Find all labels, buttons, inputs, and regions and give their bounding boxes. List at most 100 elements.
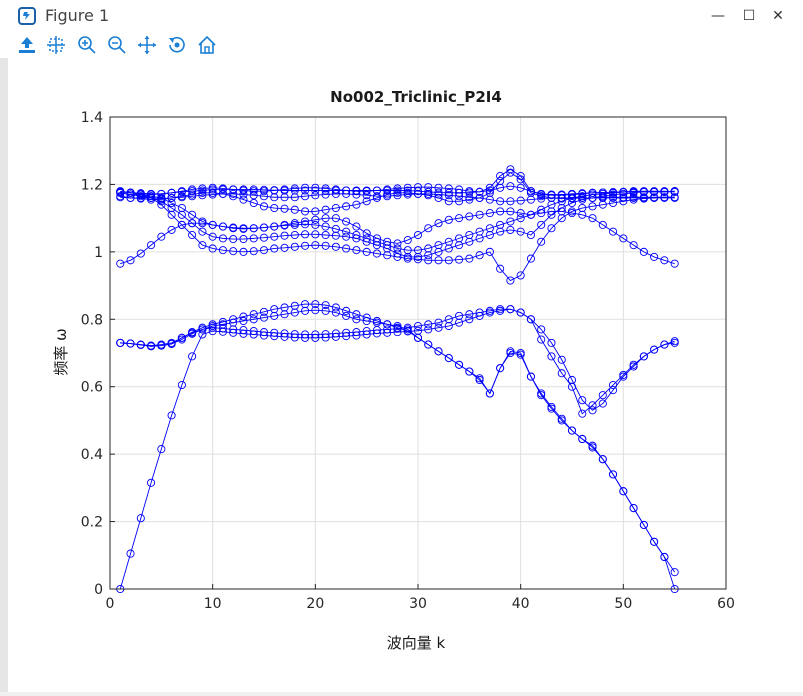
data-point (537, 220, 546, 229)
data-point (475, 251, 484, 260)
data-point (598, 193, 607, 202)
series-line-3 (120, 309, 676, 573)
data-point (249, 234, 258, 243)
data-point (424, 183, 433, 192)
data-point (650, 537, 659, 546)
data-point (455, 192, 464, 201)
minimize-button[interactable]: — (711, 8, 725, 24)
data-point (424, 320, 433, 329)
data-point (496, 220, 505, 229)
data-point (465, 254, 474, 263)
data-point (619, 193, 628, 202)
data-point (372, 249, 381, 258)
data-point (393, 252, 402, 261)
data-point (311, 333, 320, 342)
data-point (177, 203, 186, 213)
data-point (557, 214, 566, 223)
y-tick-label: 0.6 (81, 380, 103, 396)
data-point (311, 191, 320, 200)
data-point (249, 247, 258, 256)
data-cursor-icon[interactable] (45, 34, 67, 56)
zoom-out-icon[interactable] (106, 34, 128, 56)
data-point (578, 409, 587, 418)
save-icon[interactable] (16, 34, 38, 56)
data-point (188, 192, 197, 201)
data-point (311, 330, 320, 339)
data-point (311, 220, 320, 229)
data-point (331, 329, 340, 338)
data-point (619, 187, 628, 196)
data-point (537, 237, 546, 246)
data-point (290, 301, 299, 310)
data-point (485, 389, 494, 398)
data-point (372, 186, 381, 195)
data-point (136, 189, 145, 198)
data-point (475, 308, 484, 317)
data-point (629, 360, 638, 369)
pan-icon[interactable] (136, 34, 158, 56)
data-point (270, 305, 279, 314)
data-point (167, 198, 176, 208)
x-tick-label: 50 (614, 596, 632, 612)
data-point (619, 370, 628, 379)
data-point (434, 219, 443, 228)
rotate-icon[interactable] (166, 34, 188, 56)
data-point (372, 192, 381, 201)
data-point (280, 204, 289, 213)
zoom-in-icon[interactable] (76, 34, 98, 56)
data-point (270, 244, 279, 253)
data-point (239, 224, 248, 233)
data-point (434, 193, 443, 202)
data-point (434, 256, 443, 265)
data-point (567, 198, 577, 208)
data-point (660, 187, 669, 196)
data-point (547, 224, 556, 233)
data-point (331, 303, 340, 312)
data-point (352, 328, 361, 337)
x-tick-label: 40 (512, 596, 530, 612)
data-point (321, 330, 330, 339)
figure-canvas: 0 10 20 30 40 50 60 0 0.2 0.4 0.6 0.8 1 1.2 1.4 No002_… (8, 58, 803, 692)
data-point (475, 187, 484, 196)
data-point (290, 330, 299, 339)
data-point (229, 192, 238, 201)
data-point (516, 308, 525, 317)
data-point (506, 347, 515, 356)
data-point (301, 186, 310, 195)
data-point (434, 241, 443, 250)
data-point (526, 372, 535, 381)
data-point (403, 186, 412, 195)
data-point (270, 311, 279, 320)
data-point (290, 220, 299, 229)
data-point (465, 212, 474, 221)
maximize-button[interactable]: ☐ (742, 8, 756, 24)
data-point (670, 193, 679, 202)
data-point (147, 342, 156, 351)
data-point (229, 328, 238, 337)
data-point (588, 214, 597, 223)
data-point (650, 187, 659, 196)
data-point (136, 249, 145, 258)
home-icon[interactable] (196, 34, 218, 56)
data-point (239, 247, 248, 256)
data-point (259, 331, 269, 340)
x-axis-label: 波向量 k (387, 634, 446, 652)
data-point (609, 386, 618, 395)
data-point (218, 222, 227, 231)
data-point (126, 256, 135, 265)
data-point (588, 401, 597, 410)
data-point (167, 225, 176, 234)
data-point (157, 194, 166, 203)
data-point (526, 254, 535, 263)
data-point (650, 345, 659, 354)
data-point (342, 227, 351, 236)
data-point (619, 197, 628, 206)
data-point (650, 252, 659, 261)
data-point (116, 259, 125, 268)
close-button[interactable]: ✕ (772, 8, 784, 24)
x-tick-label: 30 (409, 596, 427, 612)
data-point (547, 190, 556, 199)
data-point (198, 330, 207, 339)
data-point (301, 207, 310, 216)
data-point (218, 320, 227, 329)
